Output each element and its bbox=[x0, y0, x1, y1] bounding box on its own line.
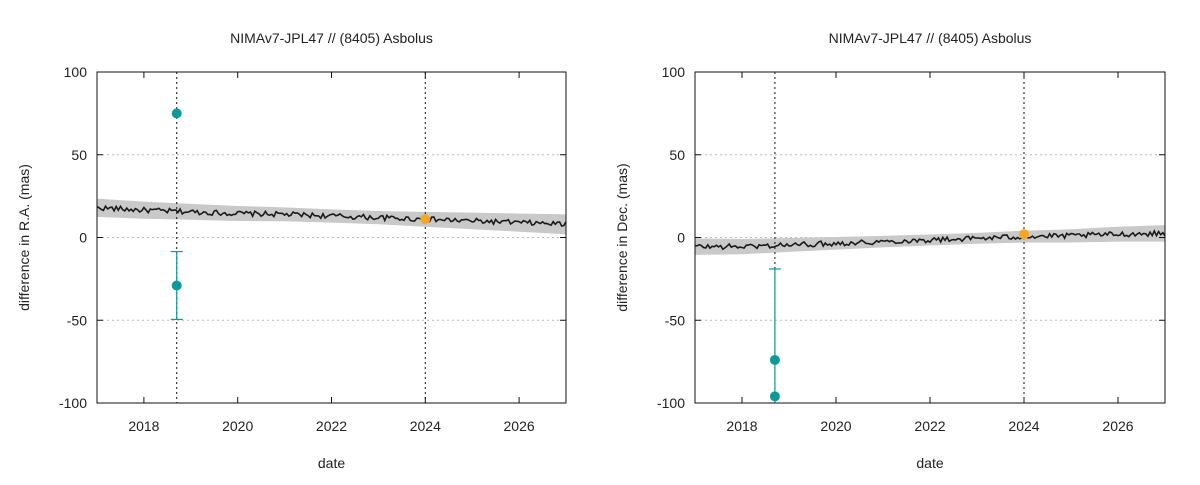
x-tick-label: 2020 bbox=[820, 418, 851, 434]
x-tick-label: 2018 bbox=[128, 418, 159, 434]
x-axis-label: date bbox=[318, 455, 345, 471]
y-tick-label: 50 bbox=[669, 147, 685, 163]
x-axis-label: date bbox=[916, 455, 943, 471]
uncertainty-band bbox=[695, 225, 1165, 255]
observation-point bbox=[171, 280, 182, 291]
observation-point bbox=[171, 108, 182, 119]
x-tick-label: 2024 bbox=[1008, 418, 1039, 434]
y-tick-label: -50 bbox=[67, 312, 87, 328]
y-axis-label: difference in Dec. (mas) bbox=[614, 163, 630, 311]
chart-panel: NIMAv7-JPL47 // (8405) Asbolus 100 50 0 -50 -… bbox=[16, 30, 567, 471]
chart-title: NIMAv7-JPL47 // (8405) Asbolus bbox=[230, 30, 433, 46]
x-tick-label: 2018 bbox=[726, 418, 757, 434]
residual-line bbox=[694, 229, 1166, 251]
x-tick-label: 2022 bbox=[316, 418, 347, 434]
x-tick-label: 2020 bbox=[222, 418, 253, 434]
y-tick-label: -100 bbox=[657, 395, 685, 411]
uncertainty-band bbox=[97, 198, 566, 235]
x-tick-label: 2024 bbox=[410, 418, 441, 434]
x-tick-label: 2026 bbox=[504, 418, 535, 434]
reference-point bbox=[420, 214, 431, 225]
observation-point bbox=[769, 391, 780, 402]
y-tick-label: -50 bbox=[665, 312, 685, 328]
chart-panel: NIMAv7-JPL47 // (8405) Asbolus 100 50 0 -50 -… bbox=[614, 30, 1166, 471]
y-tick-label: 0 bbox=[677, 230, 685, 246]
y-tick-label: 50 bbox=[71, 147, 87, 163]
y-tick-label: 100 bbox=[64, 64, 88, 80]
y-tick-label: 100 bbox=[662, 64, 686, 80]
reference-point bbox=[1019, 229, 1029, 240]
chart-title: NIMAv7-JPL47 // (8405) Asbolus bbox=[829, 30, 1032, 46]
x-tick-label: 2026 bbox=[1102, 418, 1133, 434]
x-tick-label: 2022 bbox=[914, 418, 945, 434]
y-tick-label: 0 bbox=[79, 230, 87, 246]
y-tick-label: -100 bbox=[59, 395, 87, 411]
residual-line bbox=[96, 204, 567, 228]
y-axis-label: difference in R.A. (mas) bbox=[16, 164, 32, 311]
